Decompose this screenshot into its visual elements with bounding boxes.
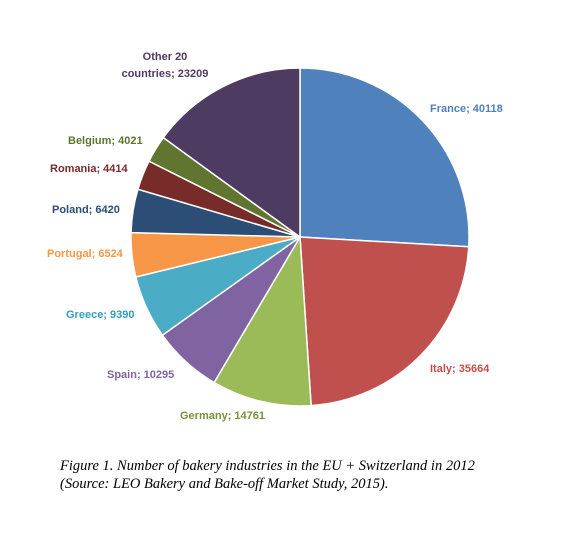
data-label-portugal: Portugal; 6524 bbox=[47, 248, 124, 260]
pie-slice-germany bbox=[213, 234, 312, 407]
data-label-germany: Germany; 14761 bbox=[180, 410, 265, 422]
figure-caption: Figure 1. Number of bakery industries in… bbox=[60, 457, 560, 493]
data-label-poland: Poland; 6420 bbox=[52, 204, 120, 216]
data-label-other-20-countries: Other 20 countries; 23209 bbox=[122, 51, 209, 80]
data-label-romania: Romania; 4414 bbox=[50, 163, 129, 175]
pie-slice-italy bbox=[299, 236, 470, 407]
data-label-france: France; 40118 bbox=[430, 103, 503, 115]
data-label-italy: Italy; 35664 bbox=[430, 363, 490, 375]
pie-slice-france bbox=[299, 67, 470, 248]
pie-chart: France; 40118 Italy; 35664 Germany; 14761 S… bbox=[47, 51, 503, 422]
caption-line-1: Figure 1. Number of bakery industries in… bbox=[60, 458, 475, 474]
data-label-spain: Spain; 10295 bbox=[107, 369, 174, 381]
data-label-greece: Greece; 9390 bbox=[66, 309, 135, 321]
data-label-belgium: Belgium; 4021 bbox=[68, 135, 143, 147]
caption-line-2: (Source: LEO Bakery and Bake-off Market … bbox=[60, 476, 389, 492]
pie-slice-other-20-countries bbox=[162, 67, 301, 239]
